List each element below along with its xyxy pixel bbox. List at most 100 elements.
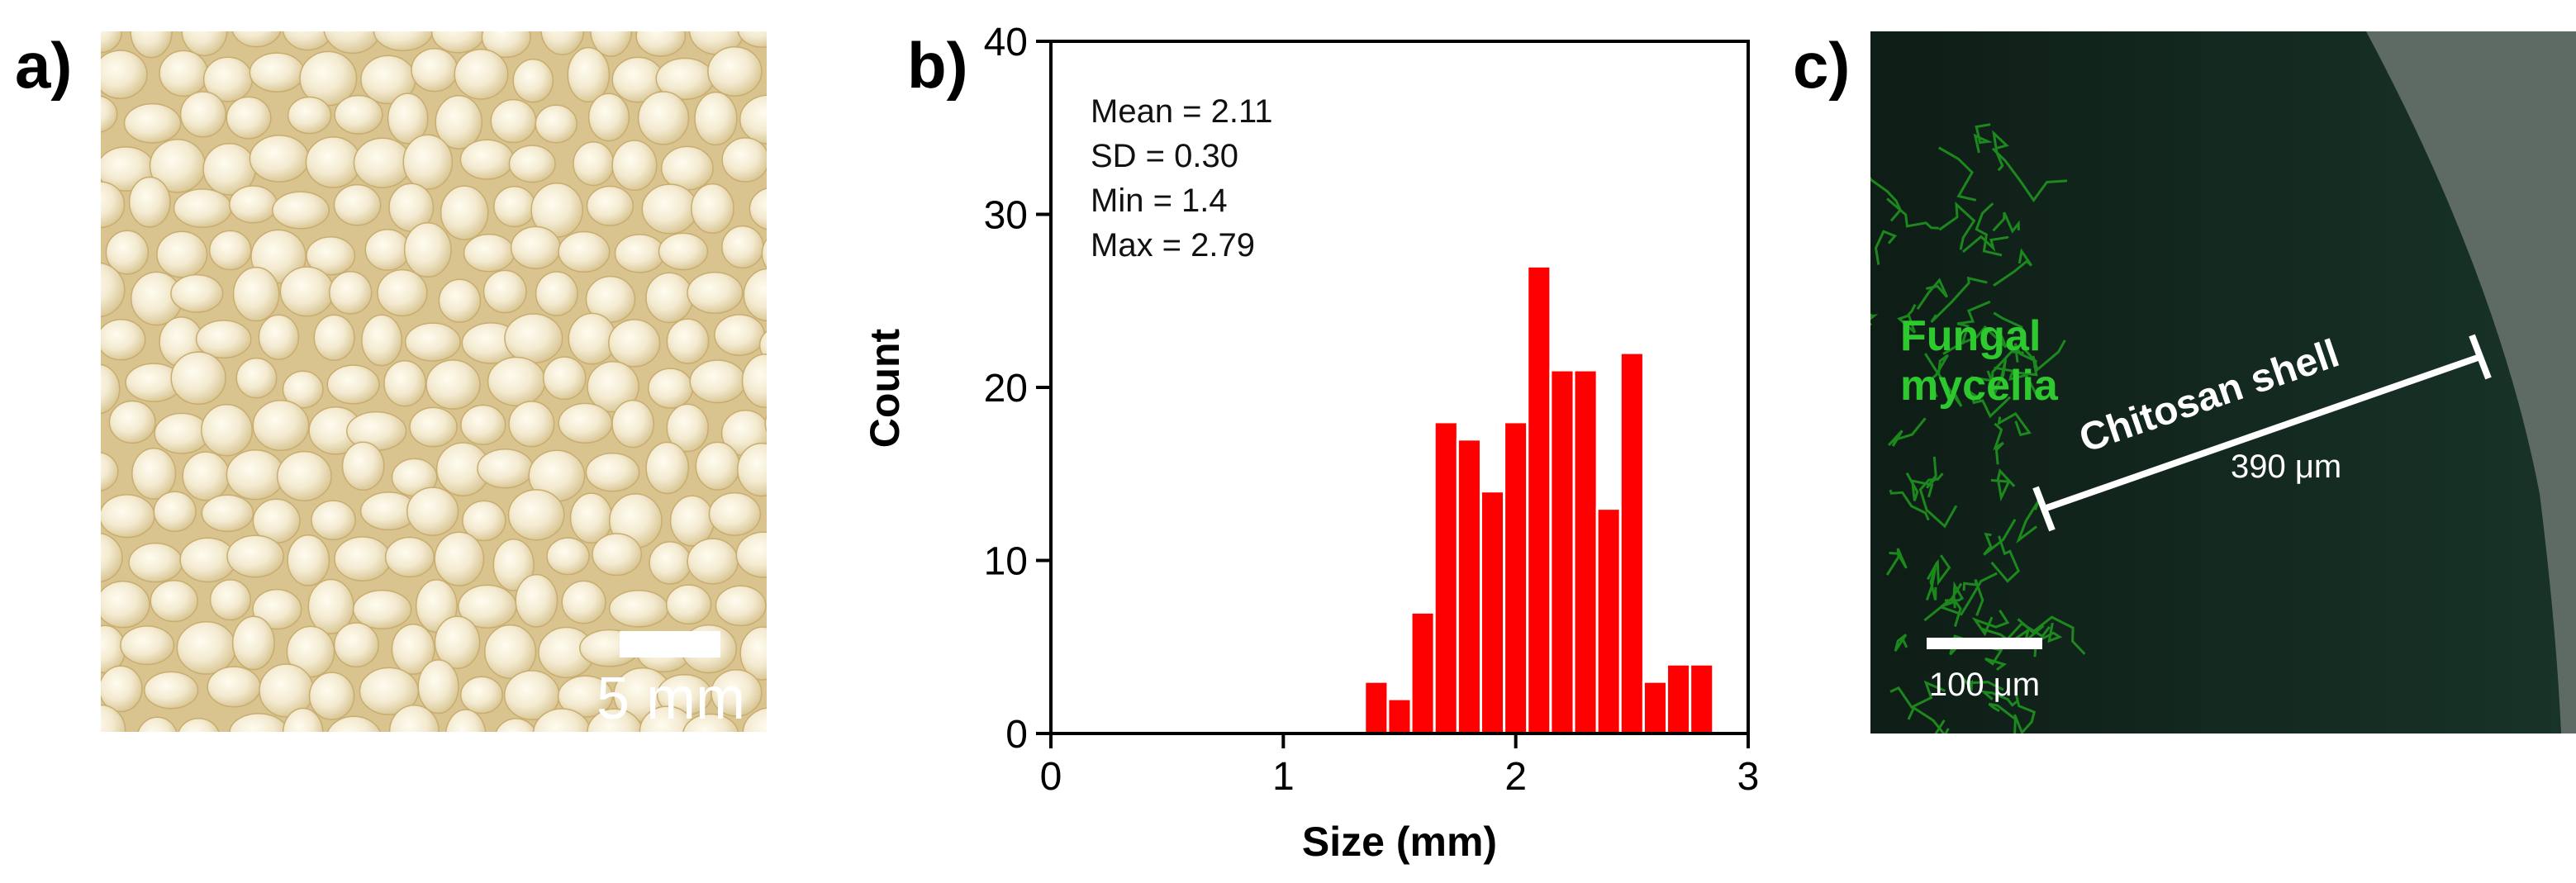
bead [515,573,558,628]
x-axis-label: Size (mm) [1302,819,1497,865]
bead [714,314,766,356]
bead [404,322,461,362]
bead [715,585,767,627]
bead [287,534,330,586]
bead [645,441,690,495]
bead [176,620,236,675]
bead [546,537,590,576]
mycelium-strand [1928,354,1949,398]
bead [585,452,640,492]
bead [101,494,155,539]
histogram-bar-2 [1409,610,1436,735]
bead [252,400,310,452]
histogram-bar-1 [1386,697,1413,735]
bead [144,671,199,710]
bead [444,709,487,732]
mycelium-strand [1990,468,2016,502]
bead [669,495,715,547]
bead [402,134,454,190]
bead [101,50,148,99]
bead [150,580,198,623]
panel-label-a: a) [15,29,73,102]
bead [758,330,767,360]
bead [477,448,534,489]
mycelium-strand [1962,235,2009,254]
bead [287,96,332,135]
bead [721,137,767,183]
bead [282,370,324,409]
mycelium-strand [1897,303,1917,334]
bead [694,91,738,146]
scale-bar-a-label: 5 mm [596,666,745,732]
bead [105,230,150,275]
bead [557,675,614,718]
bead [484,624,537,679]
mycelium-strand [1992,130,2009,172]
mycelium-strand [1944,581,1965,609]
bead [573,141,615,187]
bead [101,665,143,713]
bead [101,363,121,415]
bead [361,314,403,367]
bead [737,31,767,48]
bead [440,185,489,240]
annotation-sd: SD = 0.30 [1091,138,1238,174]
bead [641,183,698,235]
mycelium-strand [1930,276,1988,323]
bead [249,52,305,93]
mycelium-strand [1983,519,2017,556]
bead [665,584,712,625]
bead [208,230,252,271]
bead [689,359,747,404]
x-tick-label-1: 1 [1272,755,1295,799]
bead [201,404,253,457]
mycelium-strand [1993,422,2004,465]
bead [761,238,767,269]
label-mycelia: mycelia [1900,362,2059,410]
mycelium-strand [1962,579,1984,616]
bead [101,181,126,229]
bead [231,615,275,671]
micrograph-image: Fungal mycelia Chitosan shell 390 μm 100… [1870,31,2576,733]
bead [535,271,578,316]
bead [195,320,252,359]
bead [611,399,655,449]
x-tick-label-0: 0 [1040,755,1062,799]
bead [364,228,411,271]
bead [687,271,744,314]
bead [182,451,231,501]
bead [313,314,355,361]
bead [460,404,506,445]
bead [435,95,483,150]
bead [611,140,658,192]
y-tick-label-2: 20 [984,367,1028,411]
bead [481,31,531,59]
bead [592,533,643,577]
histogram-bar-12 [1642,680,1669,735]
bead [532,708,592,732]
mycelium-strand [1905,472,1934,501]
bead [226,534,284,578]
mycelium-strand [1870,177,1902,222]
bead [388,705,440,732]
panel-label-c: c) [1793,29,1851,102]
histogram-bar-11 [1618,351,1645,735]
histogram-bar-10 [1595,507,1622,735]
bead-photo: 5 mm [101,31,767,732]
bead [417,659,459,714]
mycelium-strand [1990,535,2020,583]
bead [508,401,555,448]
bead [742,707,767,732]
bead [101,318,146,361]
mycelium-strand [2013,693,2037,733]
bead [743,268,767,322]
histogram-bar-14 [1689,662,1715,735]
label-shell-thickness: 390 μm [2231,449,2341,485]
mycelium-strand [1970,390,2012,419]
histogram-panel: 0 10 20 30 40 0 1 2 3 Count Size (mm) Mean = 2.… [826,0,1768,879]
bead [666,403,709,453]
chitosan-shell-region [1870,31,2561,733]
mycelium-strand [1889,489,1930,521]
bead [181,31,228,57]
bead [482,269,527,314]
